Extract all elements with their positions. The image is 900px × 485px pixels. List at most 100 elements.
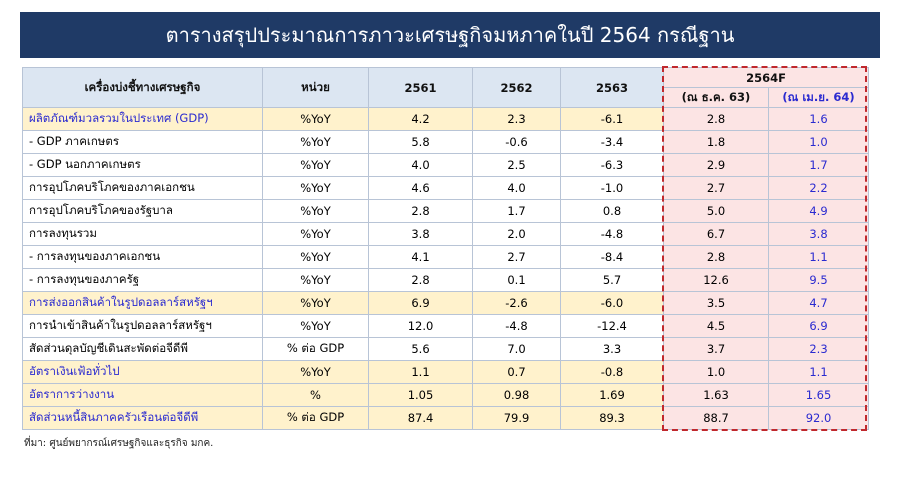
row-label: - GDP นอกภาคเกษตร: [22, 153, 263, 177]
value-cell: 1.7: [768, 153, 869, 177]
value-cell: 87.4: [368, 406, 473, 430]
unit-cell: %YoY: [262, 130, 369, 154]
value-cell: 4.0: [472, 176, 561, 200]
value-cell: 9.5: [768, 268, 869, 292]
table: เครื่องบ่งชี้ทางเศรษฐกิจ หน่วย 2561 2562…: [22, 67, 869, 430]
value-cell: -6.3: [560, 153, 664, 177]
value-cell: -6.1: [560, 107, 664, 131]
value-cell: 2.5: [472, 153, 561, 177]
unit-cell: %YoY: [262, 291, 369, 315]
title: ตารางสรุปประมาณการภาวะเศรษฐกิจมหภาคในปี …: [20, 12, 880, 58]
value-cell: 2.8: [663, 245, 769, 269]
value-cell: 1.63: [663, 383, 769, 407]
value-cell: 79.9: [472, 406, 561, 430]
row-label: การลงทุนรวม: [22, 222, 263, 246]
row-label: - การลงทุนของภาครัฐ: [22, 268, 263, 292]
value-cell: 5.7: [560, 268, 664, 292]
row-label: ผลิตภัณฑ์มวลรวมในประเทศ (GDP): [22, 107, 263, 131]
value-cell: -2.6: [472, 291, 561, 315]
value-cell: 2.2: [768, 176, 869, 200]
unit-cell: %YoY: [262, 107, 369, 131]
value-cell: 4.7: [768, 291, 869, 315]
row-label: - GDP ภาคเกษตร: [22, 130, 263, 154]
value-cell: 1.8: [663, 130, 769, 154]
value-cell: 6.9: [368, 291, 473, 315]
value-cell: 5.0: [663, 199, 769, 223]
value-cell: 0.98: [472, 383, 561, 407]
value-cell: 88.7: [663, 406, 769, 430]
unit-cell: %YoY: [262, 153, 369, 177]
value-cell: -0.6: [472, 130, 561, 154]
table-row: - การลงทุนของภาคเอกชน %YoY 4.1 2.7 -8.4 2.8 1.…: [22, 245, 869, 269]
column-header: 2562: [472, 67, 561, 108]
row-label: อัตราเงินเฟ้อทั่วไป: [22, 360, 263, 384]
row-label: การอุปโภคบริโภคของรัฐบาล: [22, 199, 263, 223]
unit-cell: % ต่อ GDP: [262, 337, 369, 361]
unit-cell: %YoY: [262, 360, 369, 384]
value-cell: 1.0: [663, 360, 769, 384]
value-cell: 2.8: [368, 199, 473, 223]
row-label: - การลงทุนของภาคเอกชน: [22, 245, 263, 269]
value-cell: 5.8: [368, 130, 473, 154]
value-cell: 1.6: [768, 107, 869, 131]
row-label: การส่งออกสินค้าในรูปดอลลาร์สหรัฐฯ: [22, 291, 263, 315]
table-row: การนำเข้าสินค้าในรูปดอลลาร์สหรัฐฯ %YoY 12.…: [22, 314, 869, 338]
value-cell: 89.3: [560, 406, 664, 430]
table-row: - GDP ภาคเกษตร %YoY 5.8 -0.6 -3.4 1.8 1.0: [22, 130, 869, 154]
value-cell: 4.9: [768, 199, 869, 223]
value-cell: 2.3: [768, 337, 869, 361]
row-label: สัดส่วนหนี้สินภาคครัวเรือนต่อจีดีพี: [22, 406, 263, 430]
value-cell: -12.4: [560, 314, 664, 338]
value-cell: 1.1: [768, 245, 869, 269]
table-row: สัดส่วนหนี้สินภาคครัวเรือนต่อจีดีพี% ต่อ…: [22, 406, 869, 430]
value-cell: 2.8: [663, 107, 769, 131]
column-header: 2561: [368, 67, 473, 108]
column-subheader: (ณ ธ.ค. 63): [663, 87, 769, 108]
column-header: เครื่องบ่งชี้ทางเศรษฐกิจ: [22, 67, 263, 108]
value-cell: 1.69: [560, 383, 664, 407]
value-cell: 3.8: [368, 222, 473, 246]
value-cell: 0.1: [472, 268, 561, 292]
value-cell: -1.0: [560, 176, 664, 200]
column-subheader: (ณ เม.ย. 64): [768, 87, 869, 108]
value-cell: 3.8: [768, 222, 869, 246]
unit-cell: %YoY: [262, 222, 369, 246]
value-cell: -6.0: [560, 291, 664, 315]
table-row: สัดส่วนดุลบัญชีเดินสะพัดต่อจีดีพี% ต่อ G…: [22, 337, 869, 361]
value-cell: 0.7: [472, 360, 561, 384]
value-cell: 6.9: [768, 314, 869, 338]
unit-cell: %YoY: [262, 199, 369, 223]
value-cell: 4.2: [368, 107, 473, 131]
value-cell: 12.0: [368, 314, 473, 338]
value-cell: 5.6: [368, 337, 473, 361]
table-row: - GDP นอกภาคเกษตร %YoY 4.0 2.5 -6.3 2.9 1.7: [22, 153, 869, 177]
value-cell: -8.4: [560, 245, 664, 269]
value-cell: 2.9: [663, 153, 769, 177]
row-label: อัตราการว่างงาน: [22, 383, 263, 407]
value-cell: 12.6: [663, 268, 769, 292]
value-cell: 2.7: [663, 176, 769, 200]
value-cell: 4.0: [368, 153, 473, 177]
value-cell: 1.7: [472, 199, 561, 223]
table-row: การส่งออกสินค้าในรูปดอลลาร์สหรัฐฯ %YoY 6.9…: [22, 291, 869, 315]
source-note: ที่มา: ศูนย์พยากรณ์เศรษฐกิจและธุรกิจ มกค…: [24, 438, 214, 449]
table-row: อัตราการว่างงาน% 1.05 0.98 1.69 1.63 1.65: [22, 383, 869, 407]
table-row: การอุปโภคบริโภคของภาคเอกชน %YoY 4.6 4.0 -1.0…: [22, 176, 869, 200]
value-cell: -3.4: [560, 130, 664, 154]
value-cell: 3.3: [560, 337, 664, 361]
value-cell: -4.8: [472, 314, 561, 338]
value-cell: 1.05: [368, 383, 473, 407]
value-cell: 1.0: [768, 130, 869, 154]
value-cell: 2.3: [472, 107, 561, 131]
table-body: ผลิตภัณฑ์มวลรวมในประเทศ (GDP) %YoY 4.2 2.3-…: [22, 107, 869, 430]
column-header: หน่วย: [262, 67, 369, 108]
value-cell: 6.7: [663, 222, 769, 246]
column-header: 2564F: [663, 67, 869, 88]
value-cell: 4.1: [368, 245, 473, 269]
column-header: 2563: [560, 67, 664, 108]
value-cell: 2.7: [472, 245, 561, 269]
value-cell: -0.8: [560, 360, 664, 384]
unit-cell: %YoY: [262, 314, 369, 338]
value-cell: 3.5: [663, 291, 769, 315]
